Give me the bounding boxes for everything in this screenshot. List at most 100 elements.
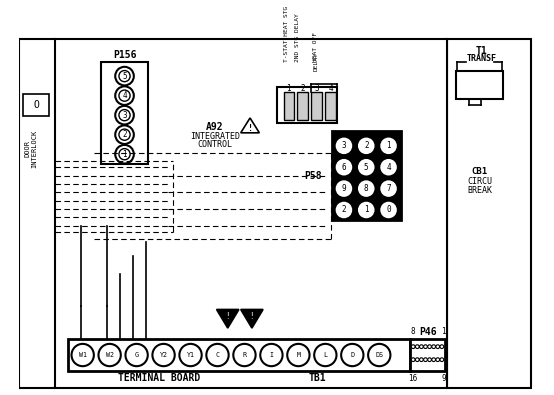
Circle shape: [336, 160, 351, 175]
Bar: [325, 92, 336, 120]
Text: 4: 4: [386, 163, 391, 172]
Bar: [68, 339, 410, 371]
Text: DOOR
INTERLOCK: DOOR INTERLOCK: [24, 130, 37, 168]
Text: 5: 5: [364, 163, 368, 172]
Bar: [277, 87, 337, 122]
Text: 1: 1: [364, 205, 368, 214]
Text: !: !: [225, 312, 230, 322]
Circle shape: [99, 344, 121, 366]
Text: Y1: Y1: [187, 352, 194, 358]
Circle shape: [419, 345, 423, 348]
Text: 6: 6: [342, 163, 346, 172]
Circle shape: [381, 181, 396, 196]
Circle shape: [336, 181, 351, 196]
Circle shape: [314, 344, 336, 366]
Bar: [410, 339, 445, 371]
Text: 0: 0: [386, 205, 391, 214]
Text: D: D: [350, 352, 355, 358]
Text: 1: 1: [122, 150, 127, 159]
Text: I: I: [269, 352, 274, 358]
Text: 3: 3: [342, 141, 346, 150]
Text: 2: 2: [300, 84, 305, 93]
Text: P46: P46: [419, 327, 437, 337]
Text: 5: 5: [122, 71, 127, 81]
Bar: [456, 71, 503, 100]
Text: Y2: Y2: [160, 352, 167, 358]
Text: 8: 8: [411, 327, 415, 336]
Circle shape: [71, 344, 94, 366]
Text: !: !: [248, 124, 253, 133]
Polygon shape: [241, 309, 263, 328]
Circle shape: [260, 344, 283, 366]
Text: 9: 9: [342, 184, 346, 193]
Text: M: M: [296, 352, 300, 358]
Circle shape: [336, 137, 352, 154]
Polygon shape: [241, 118, 259, 133]
Text: 3: 3: [314, 84, 319, 93]
Circle shape: [119, 71, 130, 82]
Bar: [447, 39, 531, 387]
Text: 1: 1: [286, 84, 291, 93]
Text: O: O: [33, 100, 39, 110]
Circle shape: [432, 345, 435, 348]
Circle shape: [381, 203, 396, 217]
Text: L: L: [324, 352, 327, 358]
Circle shape: [119, 149, 130, 160]
Circle shape: [416, 345, 419, 348]
Polygon shape: [217, 309, 239, 328]
Text: CB1: CB1: [471, 167, 488, 176]
Circle shape: [115, 87, 134, 105]
Circle shape: [115, 106, 134, 124]
Bar: [23, 94, 49, 116]
Text: TB1: TB1: [308, 373, 326, 383]
Circle shape: [358, 180, 375, 197]
Circle shape: [336, 203, 351, 217]
Circle shape: [411, 345, 415, 348]
Text: 8: 8: [364, 184, 368, 193]
Circle shape: [359, 160, 374, 175]
Circle shape: [119, 90, 130, 101]
Circle shape: [368, 344, 391, 366]
Text: 7: 7: [386, 184, 391, 193]
Circle shape: [436, 358, 440, 361]
Text: 1: 1: [441, 327, 446, 336]
Circle shape: [115, 145, 134, 164]
Circle shape: [419, 358, 423, 361]
Text: TERMINAL BOARD: TERMINAL BOARD: [118, 373, 200, 383]
Circle shape: [424, 358, 427, 361]
Circle shape: [381, 138, 396, 153]
Circle shape: [440, 358, 444, 361]
Text: DS: DS: [375, 352, 383, 358]
Text: DELAY: DELAY: [313, 53, 318, 71]
Text: C: C: [216, 352, 219, 358]
Text: A92: A92: [206, 122, 223, 132]
Text: T-STAT HEAT STG: T-STAT HEAT STG: [284, 6, 289, 62]
Text: TRANSF: TRANSF: [466, 54, 496, 63]
Circle shape: [440, 345, 444, 348]
Circle shape: [115, 125, 134, 144]
Circle shape: [206, 344, 229, 366]
Circle shape: [411, 358, 415, 361]
Circle shape: [358, 201, 375, 218]
Circle shape: [287, 344, 310, 366]
Circle shape: [119, 109, 130, 121]
Circle shape: [380, 180, 397, 197]
Text: P58: P58: [305, 171, 322, 181]
Circle shape: [358, 137, 375, 154]
Bar: [332, 131, 401, 220]
Bar: [311, 92, 322, 120]
Circle shape: [428, 358, 432, 361]
Text: 16: 16: [408, 374, 417, 383]
Circle shape: [179, 344, 202, 366]
Text: 2: 2: [364, 141, 368, 150]
Circle shape: [381, 160, 396, 175]
Bar: [284, 92, 294, 120]
Text: CIRCU: CIRCU: [467, 177, 492, 186]
Circle shape: [380, 159, 397, 176]
Circle shape: [336, 138, 351, 153]
Text: 3: 3: [122, 111, 127, 120]
Circle shape: [416, 358, 419, 361]
Circle shape: [359, 181, 374, 196]
Circle shape: [432, 358, 435, 361]
Circle shape: [336, 159, 352, 176]
